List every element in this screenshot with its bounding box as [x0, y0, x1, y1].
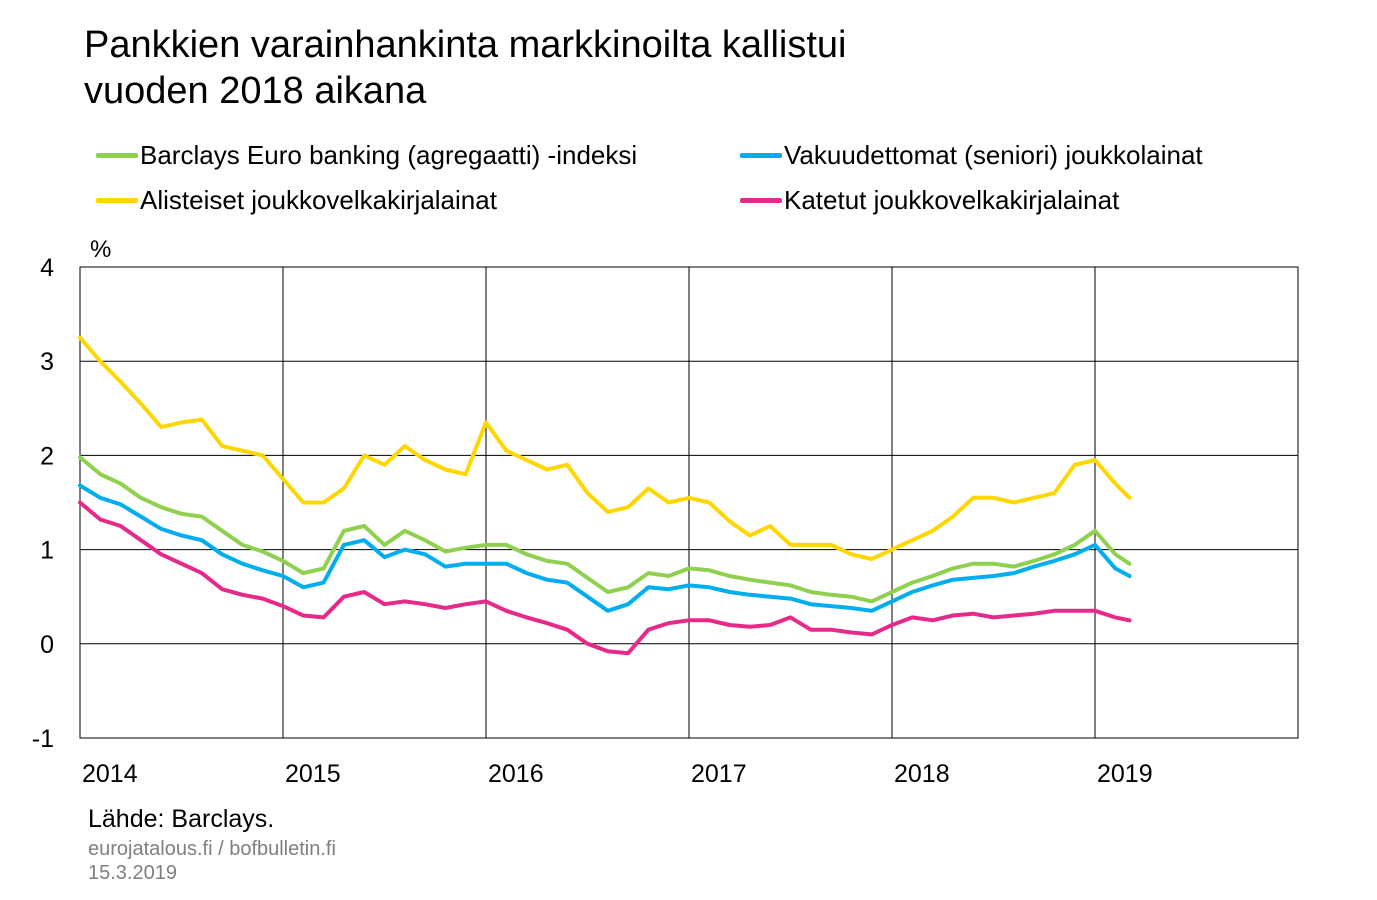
x-tick-label: 2014	[82, 760, 138, 788]
y-axis-unit: %	[90, 236, 112, 263]
series-line-3	[78, 500, 1132, 656]
chart-title-line-1: Pankkien varainhankinta markkinoilta kal…	[84, 24, 847, 66]
y-tick-label: 3	[40, 348, 54, 376]
y-tick-label: 1	[40, 537, 54, 565]
legend-swatch-senior	[740, 152, 782, 158]
legend-item-barclays: Barclays Euro banking (agregaatti) -inde…	[96, 140, 637, 170]
x-tick-label: 2019	[1097, 760, 1153, 788]
x-tick-label: 2017	[691, 760, 747, 788]
date-note: 15.3.2019	[88, 862, 177, 884]
legend-item-subordinated: Alisteiset joukkovelkakirjalainat	[96, 185, 497, 215]
y-tick-label: 2	[40, 442, 54, 470]
legend-item-senior: Vakuudettomat (seniori) joukkolainat	[740, 140, 1203, 170]
series-line-2	[78, 335, 1132, 561]
series-line-0	[78, 455, 1132, 604]
legend-swatch-covered	[740, 197, 782, 203]
legend-swatch-barclays	[96, 152, 138, 158]
y-tick-label: 0	[40, 631, 54, 659]
x-tick-label: 2016	[488, 760, 544, 788]
y-tick-label: 4	[40, 254, 54, 282]
site-note: eurojatalous.fi / bofbulletin.fi	[88, 838, 336, 860]
source-note: Lähde: Barclays.	[88, 805, 275, 833]
y-tick-label: -1	[32, 725, 54, 753]
legend-label-subordinated: Alisteiset joukkovelkakirjalainat	[140, 185, 497, 215]
chart-title: Pankkien varainhankinta markkinoilta kal…	[84, 22, 847, 114]
legend-label-covered: Katetut joukkovelkakirjalainat	[784, 185, 1120, 215]
legend-item-covered: Katetut joukkovelkakirjalainat	[740, 185, 1119, 215]
x-tick-label: 2018	[894, 760, 950, 788]
legend-swatch-subordinated	[96, 197, 138, 203]
legend-label-barclays: Barclays Euro banking (agregaatti) -inde…	[140, 140, 638, 170]
x-tick-label: 2015	[285, 760, 341, 788]
chart-title-line-2: vuoden 2018 aikana	[84, 70, 427, 112]
legend-label-senior: Vakuudettomat (seniori) joukkolainat	[784, 140, 1203, 170]
series-line-1	[78, 483, 1132, 613]
